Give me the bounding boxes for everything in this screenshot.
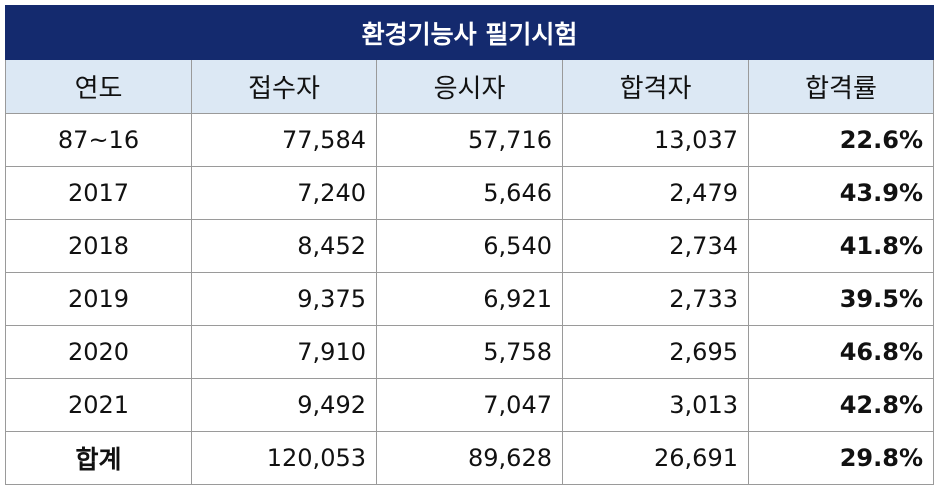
applicants-cell: 9,492 [191,378,377,432]
applicants-cell: 8,452 [191,219,377,273]
table-row: 2018 8,452 6,540 2,734 41.8% [5,219,934,273]
applicants-cell: 77,584 [191,113,377,167]
passed-cell: 13,037 [562,113,749,167]
examinees-cell: 6,540 [376,219,563,273]
pass-rate-cell: 42.8% [748,378,934,432]
applicants-cell: 9,375 [191,272,377,326]
examinees-cell: 7,047 [376,378,563,432]
column-header-examinees: 응시자 [376,59,563,114]
exam-stats-table-container: 환경기능사 필기시험 연도 접수자 응시자 합격자 합격률 87~16 77,5… [5,5,934,485]
total-row: 합계 120,053 89,628 26,691 29.8% [5,431,934,485]
year-cell: 2018 [5,219,192,273]
passed-cell: 2,734 [562,219,749,273]
pass-rate-cell: 39.5% [748,272,934,326]
pass-rate-cell: 41.8% [748,219,934,273]
passed-cell: 3,013 [562,378,749,432]
table-row: 2020 7,910 5,758 2,695 46.8% [5,325,934,379]
passed-cell: 2,695 [562,325,749,379]
year-cell: 2019 [5,272,192,326]
table-row: 2019 9,375 6,921 2,733 39.5% [5,272,934,326]
examinees-cell: 5,646 [376,166,563,220]
pass-rate-cell: 43.9% [748,166,934,220]
total-passed-cell: 26,691 [562,431,749,485]
column-header-row: 연도 접수자 응시자 합격자 합격률 [5,59,934,114]
table-row: 87~16 77,584 57,716 13,037 22.6% [5,113,934,167]
passed-cell: 2,733 [562,272,749,326]
examinees-cell: 57,716 [376,113,563,167]
total-label-cell: 합계 [5,431,192,485]
applicants-cell: 7,240 [191,166,377,220]
table-title-row: 환경기능사 필기시험 [5,5,934,60]
examinees-cell: 5,758 [376,325,563,379]
column-header-year: 연도 [5,59,192,114]
year-cell: 2020 [5,325,192,379]
examinees-cell: 6,921 [376,272,563,326]
pass-rate-cell: 22.6% [748,113,934,167]
column-header-applicants: 접수자 [191,59,377,114]
year-cell: 2017 [5,166,192,220]
column-header-pass-rate: 합격률 [748,59,934,114]
table-title: 환경기능사 필기시험 [5,5,934,60]
table-row: 2017 7,240 5,646 2,479 43.9% [5,166,934,220]
total-pass-rate-cell: 29.8% [748,431,934,485]
pass-rate-cell: 46.8% [748,325,934,379]
passed-cell: 2,479 [562,166,749,220]
year-cell: 2021 [5,378,192,432]
applicants-cell: 7,910 [191,325,377,379]
column-header-passed: 합격자 [562,59,749,114]
exam-stats-table: 환경기능사 필기시험 연도 접수자 응시자 합격자 합격률 87~16 77,5… [5,5,934,485]
total-applicants-cell: 120,053 [191,431,377,485]
year-cell: 87~16 [5,113,192,167]
total-examinees-cell: 89,628 [376,431,563,485]
table-row: 2021 9,492 7,047 3,013 42.8% [5,378,934,432]
